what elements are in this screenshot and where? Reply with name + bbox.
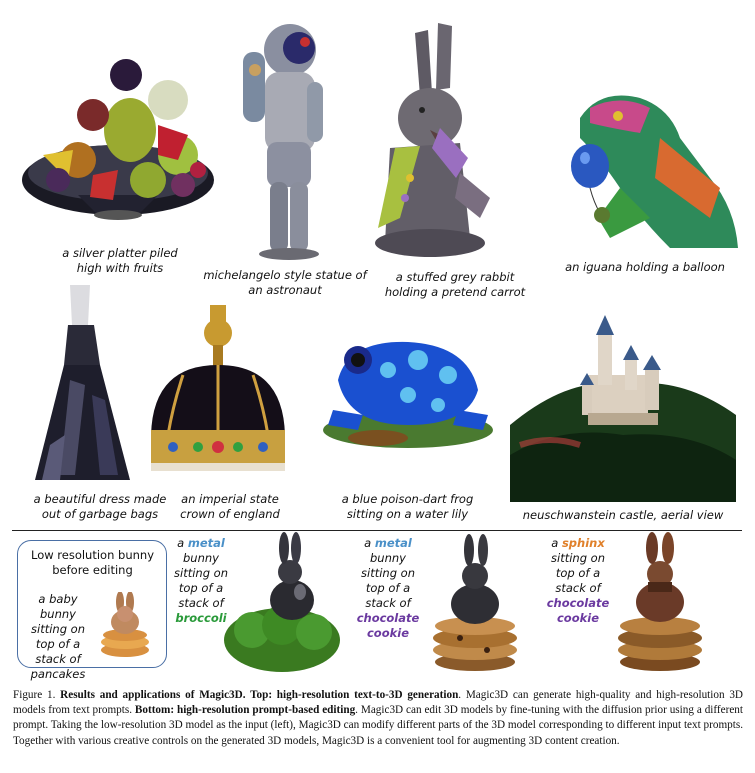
iguana-image (560, 78, 740, 253)
edit3-prompt: a sphinx sitting on top of a stack of ch… (546, 536, 610, 625)
garbage-bag-dress-image (30, 285, 135, 485)
caption-astronaut: michelangelo style statue of an astronaut (203, 268, 367, 297)
low-resolution-prompt: a baby bunny sitting on top of a stack o… (30, 592, 86, 681)
edit3-keyword-cookie: cookie (556, 611, 599, 625)
figure-label: Figure 1. (13, 689, 56, 701)
edit2-keyword-chocolate: chocolate (356, 611, 420, 625)
caption-fruit-platter: a silver platter piled high with fruits (62, 246, 178, 275)
edit3-keyword-chocolate: chocolate (546, 596, 610, 610)
edit3-keyword-sphinx: sphinx (561, 536, 605, 550)
edit2-keyword-metal: metal (374, 536, 412, 550)
edit2-keyword-cookie: cookie (366, 626, 409, 640)
caption-frog: a blue poison-dart frog sitting on a wate… (341, 492, 474, 521)
section-divider (12, 530, 742, 531)
stuffed-rabbit-image (360, 18, 495, 263)
edit2-prompt: a metal bunny sitting on top of a stack … (356, 536, 420, 640)
figure-caption-text1: . Magic3D can generate high-quality and … (13, 689, 744, 717)
edit1-keyword-metal: metal (187, 536, 225, 550)
low-resolution-bunny-image (96, 592, 154, 658)
fruit-platter-image (18, 55, 218, 225)
caption-crown: an imperial state crown of england (180, 492, 280, 521)
figure-caption-bold2: Bottom: high-resolution prompt-based edi… (134, 704, 356, 717)
caption-iguana: an iguana holding a balloon (565, 260, 725, 274)
edit1-prompt: a metal bunny sitting on top of a stack … (174, 536, 228, 625)
low-resolution-box-title: Low resolution bunny before editing (30, 548, 155, 577)
metal-bunny-broccoli-image (222, 530, 342, 672)
astronaut-statue-image (235, 12, 335, 262)
figure-caption: Figure 1. Results and applications of Ma… (13, 688, 743, 749)
sphinx-bunny-cookie-image (600, 532, 720, 672)
imperial-crown-image (143, 305, 293, 480)
figure-caption-bold1: Results and applications of Magic3D. Top… (60, 689, 459, 701)
poison-dart-frog-image (318, 330, 496, 450)
caption-dress: a beautiful dress made out of garbage bag… (33, 492, 167, 521)
neuschwanstein-castle-image (510, 315, 736, 502)
edit1-keyword-broccoli: broccoli (175, 611, 227, 625)
figure-caption-text2: . Magic3D can edit 3D models by fine-tun… (13, 704, 744, 747)
metal-bunny-cookie-image (415, 532, 535, 672)
caption-castle: neuschwanstein castle, aerial view (522, 508, 724, 522)
caption-rabbit: a stuffed grey rabbit holding a pretend c… (384, 270, 526, 299)
